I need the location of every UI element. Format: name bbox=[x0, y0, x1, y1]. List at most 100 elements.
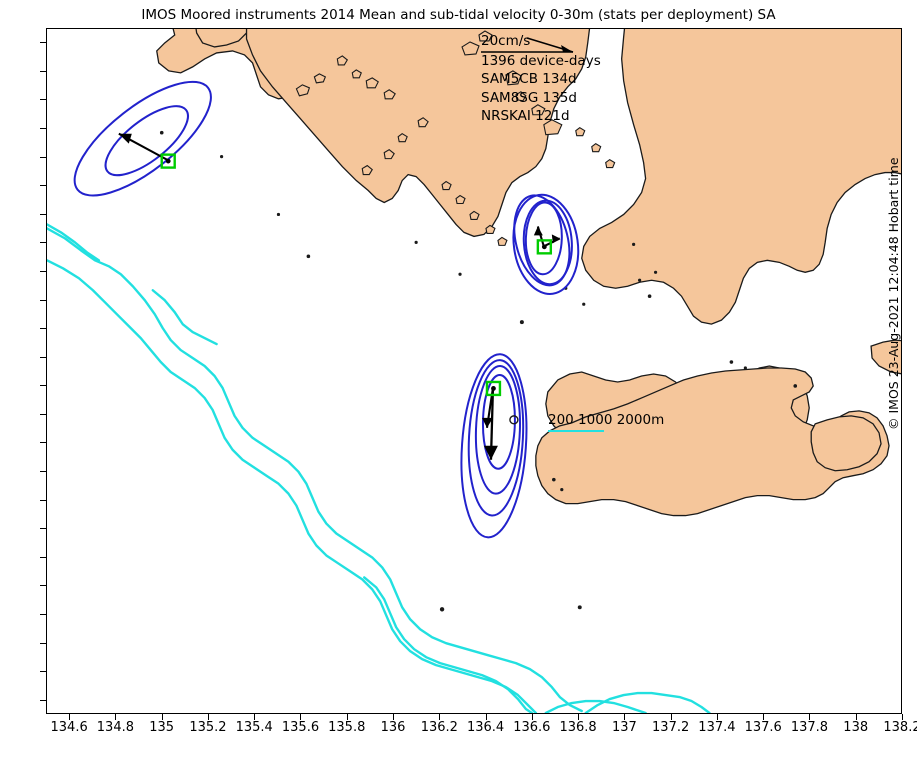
legend-deployment-sam8sg: SAM8SG 135d bbox=[481, 89, 577, 106]
y-axis-tick-mark bbox=[40, 613, 46, 615]
bathymetry-contour-shelf-east2 bbox=[544, 699, 647, 713]
rock-7 bbox=[582, 302, 586, 306]
map-plot-area[interactable] bbox=[46, 28, 902, 714]
rock-18 bbox=[276, 212, 281, 217]
y-axis-tick-mark bbox=[40, 442, 46, 444]
legend-deployment-sam5cb: SAM5CB 134d bbox=[481, 71, 577, 87]
y-axis-tick-mark bbox=[40, 299, 46, 301]
velocity-scale-label: 20cm/s bbox=[481, 33, 531, 49]
y-axis-tick-mark bbox=[40, 699, 46, 701]
islet-u bbox=[591, 143, 602, 153]
rock-11 bbox=[552, 477, 556, 482]
legend-device-days: 1396 device-days bbox=[481, 52, 601, 69]
rock-3 bbox=[306, 254, 311, 259]
islet-d bbox=[351, 69, 362, 79]
sam5cb-mean-velocity-arrow bbox=[118, 132, 170, 162]
y-axis-tick-mark bbox=[40, 499, 46, 501]
islet-o bbox=[441, 180, 452, 191]
x-axis-tick-mark bbox=[531, 714, 533, 720]
coast-eastern-mainland bbox=[581, 29, 901, 325]
rock-15 bbox=[729, 360, 734, 364]
x-axis-tick-label: 137.6 bbox=[744, 720, 782, 735]
coast-islets-group bbox=[295, 30, 616, 246]
islet-althorpe bbox=[505, 70, 522, 86]
bathymetry-contour-ne-fragment bbox=[151, 289, 218, 346]
rock-9 bbox=[653, 270, 658, 274]
y-axis-tick-mark bbox=[40, 99, 46, 101]
nrskai-station-marker[interactable] bbox=[485, 380, 502, 397]
rock-20 bbox=[632, 242, 636, 246]
rock-16 bbox=[743, 366, 747, 370]
x-axis-tick-label: 134.6 bbox=[50, 720, 88, 735]
islet-l bbox=[397, 133, 408, 143]
islet-e bbox=[365, 77, 379, 89]
x-axis-tick-label: 137.4 bbox=[698, 720, 736, 735]
legend-text-block: 1396 device-days SAM5CB 134d SAM8SG 135d… bbox=[481, 33, 601, 126]
x-axis-tick-mark bbox=[300, 714, 302, 720]
x-axis-tick-mark bbox=[439, 714, 441, 720]
rock-12 bbox=[560, 488, 564, 492]
islet-n bbox=[361, 164, 373, 176]
y-axis-tick-mark bbox=[40, 328, 46, 330]
x-axis-tick-label: 136.6 bbox=[513, 720, 551, 735]
islet-m bbox=[383, 148, 395, 160]
islet-q bbox=[469, 210, 480, 220]
x-axis-tick-mark bbox=[624, 714, 626, 720]
x-axis-tick-label: 138 bbox=[843, 720, 869, 735]
nrskai-ellipse-3 bbox=[474, 365, 521, 495]
islet-r bbox=[485, 224, 496, 234]
nrskai-ellipses bbox=[460, 353, 528, 539]
copyright-credit: © IMOS 23-Aug-2021 12:04:48 Hobart time bbox=[886, 157, 901, 430]
x-axis-tick-label: 134.8 bbox=[96, 720, 134, 735]
x-axis-tick-label: 135 bbox=[149, 720, 175, 735]
map-svg bbox=[47, 29, 901, 713]
sam8sg-station-marker[interactable] bbox=[536, 239, 553, 255]
bathymetry-contour-200 bbox=[47, 227, 583, 713]
bathymetry-key-label: 200 1000 2000m bbox=[548, 412, 665, 428]
nrskai-ellipse-4 bbox=[481, 373, 516, 470]
x-axis-tick-label: 135.4 bbox=[235, 720, 273, 735]
x-axis-tick-label: 136.4 bbox=[466, 720, 505, 735]
x-axis-tick-mark bbox=[809, 714, 811, 720]
islet-k bbox=[417, 117, 429, 128]
x-axis-tick-mark bbox=[115, 714, 117, 720]
rock-1 bbox=[159, 130, 164, 135]
nrskai-mean-velocity-arrow-2 bbox=[483, 387, 498, 460]
nrskai-station-center bbox=[491, 386, 496, 391]
coast-yorke-peninsula bbox=[245, 29, 591, 238]
rock-19 bbox=[414, 240, 418, 244]
bathymetry-contour-shelf-east bbox=[584, 691, 711, 713]
x-axis-tick-mark bbox=[346, 714, 348, 720]
y-axis-tick-mark bbox=[40, 585, 46, 587]
islet-i bbox=[515, 91, 527, 102]
coast-island-southeast bbox=[870, 339, 901, 375]
sam5cb-ellipse-outer bbox=[73, 80, 212, 197]
islet-j bbox=[531, 104, 546, 116]
islet-f bbox=[383, 89, 396, 100]
rock-8 bbox=[638, 278, 642, 282]
x-axis-tick-mark bbox=[161, 714, 163, 720]
bathymetry-contour-1000 bbox=[47, 259, 538, 713]
station-sam8sg-group[interactable] bbox=[506, 190, 585, 299]
sam8sg-mean-velocity-arrow-1 bbox=[533, 226, 545, 247]
nrskai-ellipse-2 bbox=[467, 359, 525, 517]
x-axis-tick-label: 136 bbox=[380, 720, 406, 735]
station-nrskai-group[interactable] bbox=[456, 352, 533, 539]
station-sam5cb-group[interactable] bbox=[58, 63, 228, 215]
rock-5 bbox=[519, 320, 524, 325]
landmass-group bbox=[156, 29, 901, 612]
y-axis-tick-mark bbox=[40, 556, 46, 558]
sam5cb-ellipse-inner bbox=[104, 105, 189, 177]
islet-s bbox=[497, 236, 508, 246]
x-axis-tick-label: 137.2 bbox=[652, 720, 690, 735]
page-title: IMOS Moored instruments 2014 Mean and su… bbox=[141, 7, 776, 23]
islet-g bbox=[461, 41, 480, 56]
islet-h bbox=[478, 30, 493, 42]
x-axis-tick-mark bbox=[670, 714, 672, 720]
islet-b bbox=[313, 73, 327, 84]
sam5cb-station-marker[interactable] bbox=[160, 153, 176, 169]
rock-13 bbox=[439, 607, 445, 612]
y-axis-tick-mark bbox=[40, 528, 46, 530]
x-axis-tick-label: 138.2 bbox=[883, 720, 917, 735]
x-axis-tick-mark bbox=[855, 714, 857, 720]
